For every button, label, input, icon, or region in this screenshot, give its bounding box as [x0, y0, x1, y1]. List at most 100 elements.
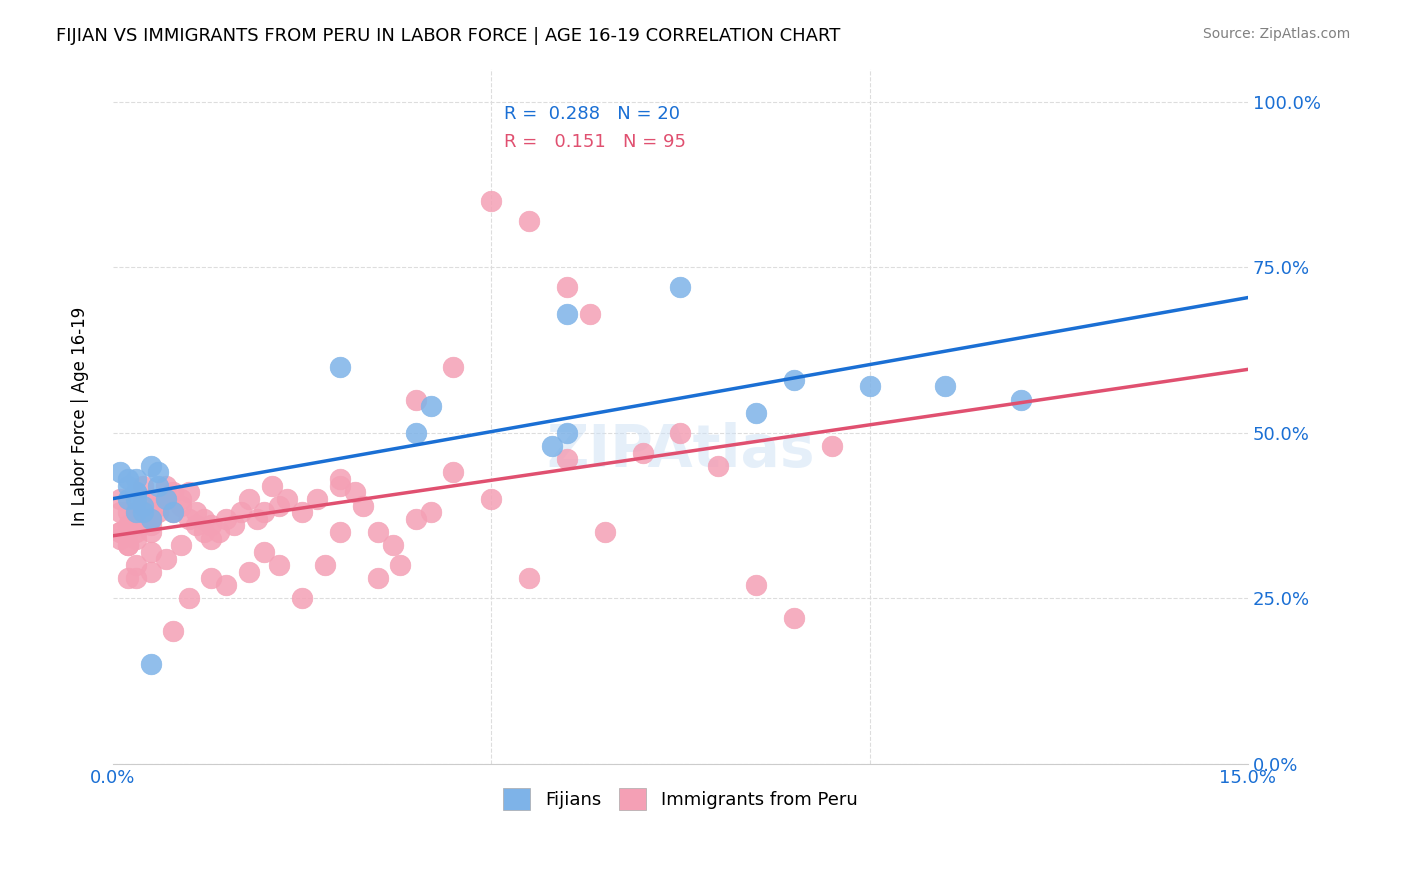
Point [238, 565, 260, 579]
Point [631, 445, 654, 459]
Point [155, 479, 177, 493]
Point [177, 485, 200, 500]
Point [783, 611, 806, 625]
Point [110, 532, 132, 546]
Point [231, 505, 253, 519]
Point [132, 499, 155, 513]
Point [117, 479, 139, 493]
Point [132, 505, 155, 519]
Text: Source: ZipAtlas.com: Source: ZipAtlas.com [1202, 27, 1350, 41]
Point [238, 491, 260, 506]
Point [117, 524, 139, 539]
Point [307, 491, 329, 506]
Point [1010, 392, 1032, 407]
Point [783, 373, 806, 387]
Point [352, 499, 374, 513]
Point [139, 458, 162, 473]
Point [132, 491, 155, 506]
Point [329, 524, 352, 539]
Point [124, 485, 146, 500]
Point [148, 505, 170, 519]
Legend: Fijians, Immigrants from Peru: Fijians, Immigrants from Peru [489, 773, 872, 824]
Point [669, 425, 692, 440]
Point [139, 518, 162, 533]
Text: FIJIAN VS IMMIGRANTS FROM PERU IN LABOR FORCE | AGE 16-19 CORRELATION CHART: FIJIAN VS IMMIGRANTS FROM PERU IN LABOR … [56, 27, 841, 45]
Point [110, 524, 132, 539]
Point [124, 472, 146, 486]
Point [193, 512, 215, 526]
Point [124, 505, 146, 519]
Point [124, 524, 146, 539]
Point [745, 406, 768, 420]
Point [441, 466, 464, 480]
Point [110, 466, 132, 480]
Point [200, 571, 222, 585]
Point [389, 558, 412, 573]
Point [139, 657, 162, 672]
Point [246, 512, 269, 526]
Point [291, 505, 314, 519]
Point [124, 571, 146, 585]
Point [200, 532, 222, 546]
Point [117, 505, 139, 519]
Point [139, 545, 162, 559]
Point [117, 538, 139, 552]
Point [540, 439, 562, 453]
Point [517, 214, 540, 228]
Point [124, 491, 146, 506]
Point [110, 505, 132, 519]
Point [124, 532, 146, 546]
Point [110, 524, 132, 539]
Point [148, 499, 170, 513]
Point [329, 472, 352, 486]
Point [117, 538, 139, 552]
Point [177, 591, 200, 606]
Point [343, 485, 366, 500]
Point [155, 491, 177, 506]
Point [117, 491, 139, 506]
Point [555, 425, 578, 440]
Point [441, 359, 464, 374]
Point [745, 578, 768, 592]
Point [479, 491, 502, 506]
Point [367, 571, 389, 585]
Point [314, 558, 336, 573]
Point [117, 571, 139, 585]
Point [291, 591, 314, 606]
Point [215, 578, 238, 592]
Point [124, 518, 146, 533]
Point [148, 491, 170, 506]
Point [555, 452, 578, 467]
Point [405, 392, 427, 407]
Point [170, 491, 193, 506]
Point [669, 280, 692, 294]
Point [934, 379, 956, 393]
Point [124, 512, 146, 526]
Point [578, 306, 600, 320]
Point [117, 518, 139, 533]
Point [200, 518, 222, 533]
Point [162, 624, 184, 639]
Point [193, 524, 215, 539]
Point [170, 538, 193, 552]
Point [821, 439, 844, 453]
Point [139, 512, 162, 526]
Point [555, 280, 578, 294]
Text: R =  0.288   N = 20: R = 0.288 N = 20 [505, 104, 681, 123]
Point [162, 505, 184, 519]
Point [517, 571, 540, 585]
Point [124, 485, 146, 500]
Point [419, 399, 441, 413]
Point [139, 565, 162, 579]
Point [593, 524, 616, 539]
Point [124, 558, 146, 573]
Point [222, 518, 245, 533]
Point [162, 505, 184, 519]
Point [162, 485, 184, 500]
Text: ZIPAtlas: ZIPAtlas [546, 423, 814, 479]
Point [132, 505, 155, 519]
Text: R =   0.151   N = 95: R = 0.151 N = 95 [505, 133, 686, 151]
Point [148, 466, 170, 480]
Point [405, 512, 427, 526]
Point [367, 524, 389, 539]
